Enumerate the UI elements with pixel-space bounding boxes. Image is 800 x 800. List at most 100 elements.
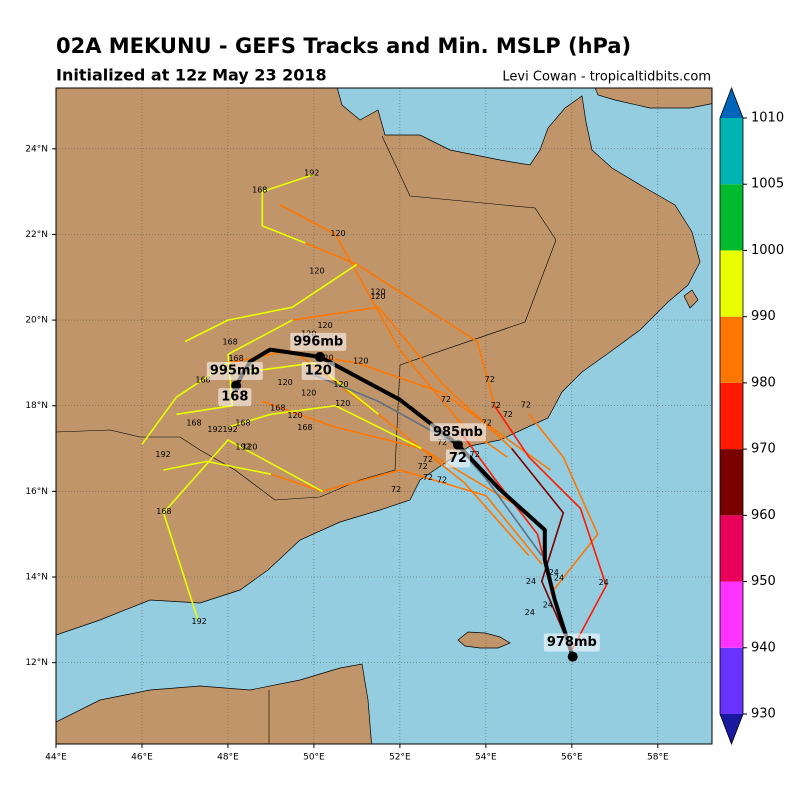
colorbar-tick-label: 980 bbox=[751, 375, 776, 390]
hour-label: 168 bbox=[297, 423, 312, 432]
hour-label: 120 bbox=[277, 378, 292, 387]
label-box bbox=[445, 449, 470, 468]
hour-label: 24 bbox=[599, 578, 609, 587]
country-border bbox=[56, 135, 557, 501]
colorbar-tick-label: 1000 bbox=[751, 243, 784, 258]
colorbar-segment bbox=[720, 316, 743, 383]
ensemble-tracks bbox=[141, 173, 607, 655]
hour-label: 168 bbox=[235, 418, 250, 427]
hour-label: 168 bbox=[252, 185, 267, 194]
map-frame bbox=[55, 87, 713, 745]
hour-label: 72 bbox=[503, 410, 513, 419]
hour-label: 24 bbox=[554, 573, 564, 582]
x-tick-label: 56°E bbox=[561, 753, 583, 763]
map-area: 2424242424247272727272727272727272727212… bbox=[56, 88, 712, 744]
subtitle: Initialized at 12z May 23 2018 bbox=[56, 66, 327, 85]
hour-label: 168 bbox=[270, 403, 285, 412]
mean-track-point bbox=[231, 380, 242, 391]
ensemble-track bbox=[304, 242, 496, 406]
hour-label: 72 bbox=[391, 485, 401, 494]
hour-label: 120 bbox=[330, 229, 345, 238]
colorbar-tick-label: 1005 bbox=[751, 177, 784, 192]
mean-track-label: 168 bbox=[221, 390, 248, 405]
hour-label: 24 bbox=[526, 577, 536, 586]
ensemble-track bbox=[270, 469, 543, 565]
mean-track-label: 995mb bbox=[210, 364, 260, 379]
mean-track-point bbox=[314, 351, 325, 362]
hour-label: 120 bbox=[309, 266, 324, 275]
label-box bbox=[290, 332, 347, 351]
hour-label: 24 bbox=[543, 600, 553, 609]
hour-label: 72 bbox=[437, 438, 447, 447]
x-tick-label: 44°E bbox=[45, 753, 67, 763]
hour-label: 72 bbox=[423, 455, 433, 464]
colorbar-tick-label: 960 bbox=[751, 508, 776, 523]
colorbar-segment bbox=[720, 449, 743, 516]
ensemble-track bbox=[227, 404, 422, 450]
colorbar-segment bbox=[720, 647, 743, 714]
hour-label: 120 bbox=[370, 287, 385, 296]
ensemble-track bbox=[184, 263, 358, 343]
hour-label: 168 bbox=[228, 354, 243, 363]
iran bbox=[594, 88, 712, 109]
x-tick-label: 54°E bbox=[475, 753, 497, 763]
colorbar-segment bbox=[720, 581, 743, 648]
label-box bbox=[429, 423, 486, 442]
colorbar-tick-label: 990 bbox=[751, 309, 776, 324]
hour-label: 72 bbox=[482, 418, 492, 427]
colorbar-tick-label: 1010 bbox=[751, 111, 784, 126]
hour-label: 120 bbox=[318, 353, 333, 362]
mean-track-label: 996mb bbox=[293, 334, 343, 349]
x-tick-label: 52°E bbox=[389, 753, 411, 763]
hour-label: 168 bbox=[156, 507, 171, 516]
hour-label: 192 bbox=[155, 450, 170, 459]
ensemble-track bbox=[262, 400, 530, 514]
axes: 44°E 46°E 48°E 50°E 52°E 54°E 56°E 58°E 12°N 14°N… bbox=[25, 144, 669, 762]
hour-label: 120 bbox=[370, 292, 385, 301]
x-tick-label: 48°E bbox=[217, 753, 239, 763]
y-tick-label: 20°N bbox=[25, 316, 48, 326]
ensemble-track bbox=[163, 460, 272, 475]
socotra bbox=[457, 631, 511, 649]
mean-track-point bbox=[567, 651, 578, 662]
colorbar-segment bbox=[720, 118, 743, 185]
hour-label: 192 bbox=[192, 617, 207, 626]
ensemble-track bbox=[511, 447, 569, 642]
hour-label: 120 bbox=[335, 399, 350, 408]
y-tick-label: 24°N bbox=[25, 144, 48, 154]
mean-track-label: 72 bbox=[449, 451, 467, 466]
y-tick-label: 18°N bbox=[25, 401, 48, 411]
hour-label: 72 bbox=[418, 462, 428, 471]
mean-track-label: 985mb bbox=[433, 425, 483, 440]
colorbar-tick-label: 950 bbox=[751, 574, 776, 589]
colorbar-tick-label: 970 bbox=[751, 442, 776, 457]
hour-label: 24 bbox=[549, 568, 559, 577]
hour-labels: 2424242424247272727272727272727272727212… bbox=[155, 168, 608, 626]
hour-label: 120 bbox=[317, 321, 332, 330]
colorbar-under bbox=[720, 714, 743, 744]
hour-label: 72 bbox=[485, 375, 495, 384]
ensemble-track bbox=[292, 306, 513, 450]
hour-label: 192 bbox=[222, 425, 237, 434]
hour-label: 72 bbox=[423, 473, 433, 482]
colorbar-over bbox=[720, 88, 743, 118]
label-box bbox=[218, 388, 252, 407]
ensemble-track bbox=[261, 173, 315, 244]
colorbar-tick-label: 930 bbox=[751, 707, 776, 722]
colorbar-tick-label: 940 bbox=[751, 640, 776, 655]
label-box bbox=[206, 362, 263, 381]
label-box bbox=[543, 633, 600, 652]
hour-label: 120 bbox=[333, 380, 348, 389]
label-box bbox=[301, 362, 335, 381]
colorbar-segment bbox=[720, 250, 743, 317]
hour-label: 120 bbox=[353, 356, 368, 365]
arabia bbox=[56, 88, 701, 636]
hour-label: 120 bbox=[301, 388, 316, 397]
hour-label: 168 bbox=[222, 337, 237, 346]
ensemble-track bbox=[162, 439, 323, 621]
colorbar-segment bbox=[720, 382, 743, 450]
colorbar: 930 940 950 960 970 980 990 1000 1005 1010 bbox=[719, 86, 784, 746]
colorbar-segment bbox=[720, 184, 743, 251]
